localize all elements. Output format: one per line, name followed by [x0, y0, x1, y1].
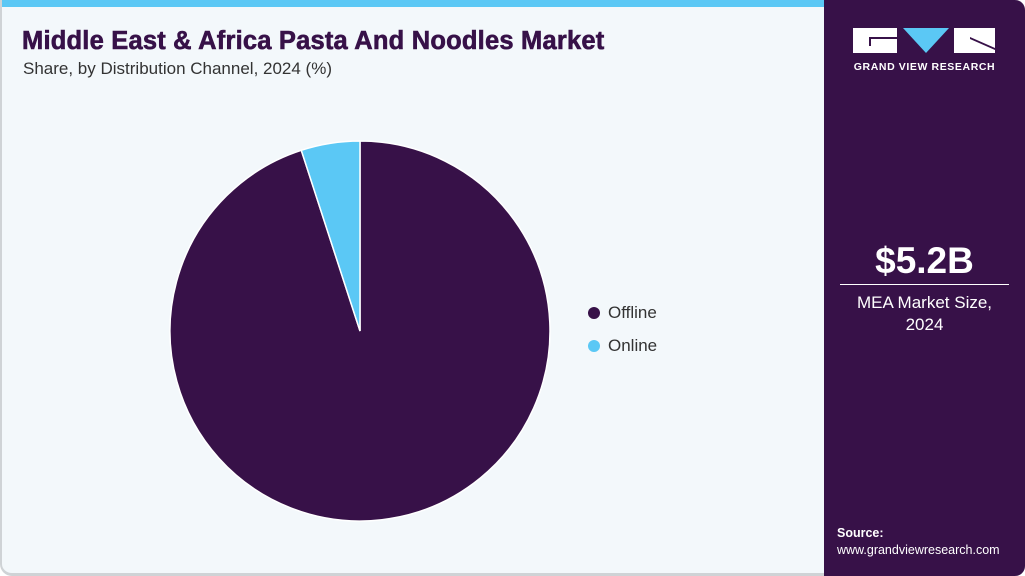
market-label-line2: 2024 [905, 315, 944, 334]
market-size-label: MEA Market Size, 2024 [824, 292, 1025, 336]
logo-text: GRAND VIEW RESEARCH [853, 61, 996, 73]
source-link[interactable]: www.grandviewresearch.com [837, 543, 1000, 557]
pie-chart-svg [169, 140, 551, 522]
legend-item-online: Online [588, 335, 657, 357]
online-swatch-icon [588, 340, 600, 352]
chart-legend: Offline Online [588, 302, 657, 368]
market-size-value: $5.2B [875, 240, 974, 281]
legend-item-offline: Offline [588, 302, 657, 324]
chart-panel: Middle East & Africa Pasta And Noodles M… [0, 0, 824, 576]
grand-view-research-logo-icon [853, 28, 995, 53]
source-label: Source: [837, 526, 884, 540]
legend-label: Offline [608, 303, 657, 322]
divider [840, 284, 1009, 285]
side-panel: GRAND VIEW RESEARCH $5.2B MEA Market Siz… [824, 0, 1025, 576]
pie-chart [168, 139, 552, 523]
pie-slice-online [300, 140, 361, 332]
legend-label: Online [608, 336, 658, 355]
market-label-line1: MEA Market Size, [856, 293, 993, 312]
offline-swatch-icon [588, 307, 600, 319]
chart-subtitle: Share, by Distribution Channel, 2024 (%) [23, 59, 332, 78]
accent-bar [2, 0, 824, 7]
chart-title: Middle East & Africa Pasta And Noodles M… [22, 27, 605, 56]
